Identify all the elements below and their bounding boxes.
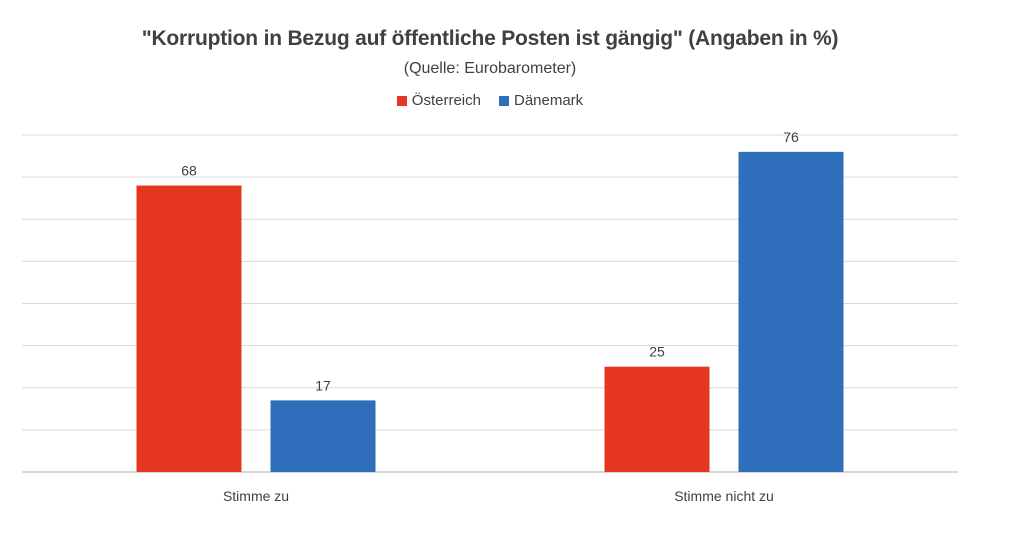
legend-item-daenemark: Dänemark xyxy=(498,92,584,109)
bar-daenemark-2 xyxy=(738,151,844,472)
bar-daenemark-1 xyxy=(270,400,376,472)
chart-subtitle: (Quelle: Eurobarometer) xyxy=(403,60,577,77)
bar-oesterreich-1 xyxy=(136,185,242,473)
data-label-daenemark-2: 76 xyxy=(783,129,799,145)
bar-oesterreich-2 xyxy=(604,366,710,472)
legend-label-daenemark: Dänemark xyxy=(513,92,584,109)
legend-swatch-daenemark xyxy=(498,95,509,106)
legend-item-oesterreich: Österreich xyxy=(396,92,481,109)
x-tick-label-1: Stimme zu xyxy=(223,488,289,504)
data-label-daenemark-1: 17 xyxy=(315,377,331,393)
chart-title: "Korruption in Bezug auf öffentliche Pos… xyxy=(141,27,839,50)
data-label-oesterreich-2: 25 xyxy=(649,344,665,360)
data-label-oesterreich-1: 68 xyxy=(181,163,197,179)
x-tick-label-2: Stimme nicht zu xyxy=(674,488,774,504)
legend-swatch-oesterreich xyxy=(396,95,407,106)
legend-label-oesterreich: Österreich xyxy=(411,92,481,109)
chart-legend: Österreich Dänemark xyxy=(0,92,980,109)
